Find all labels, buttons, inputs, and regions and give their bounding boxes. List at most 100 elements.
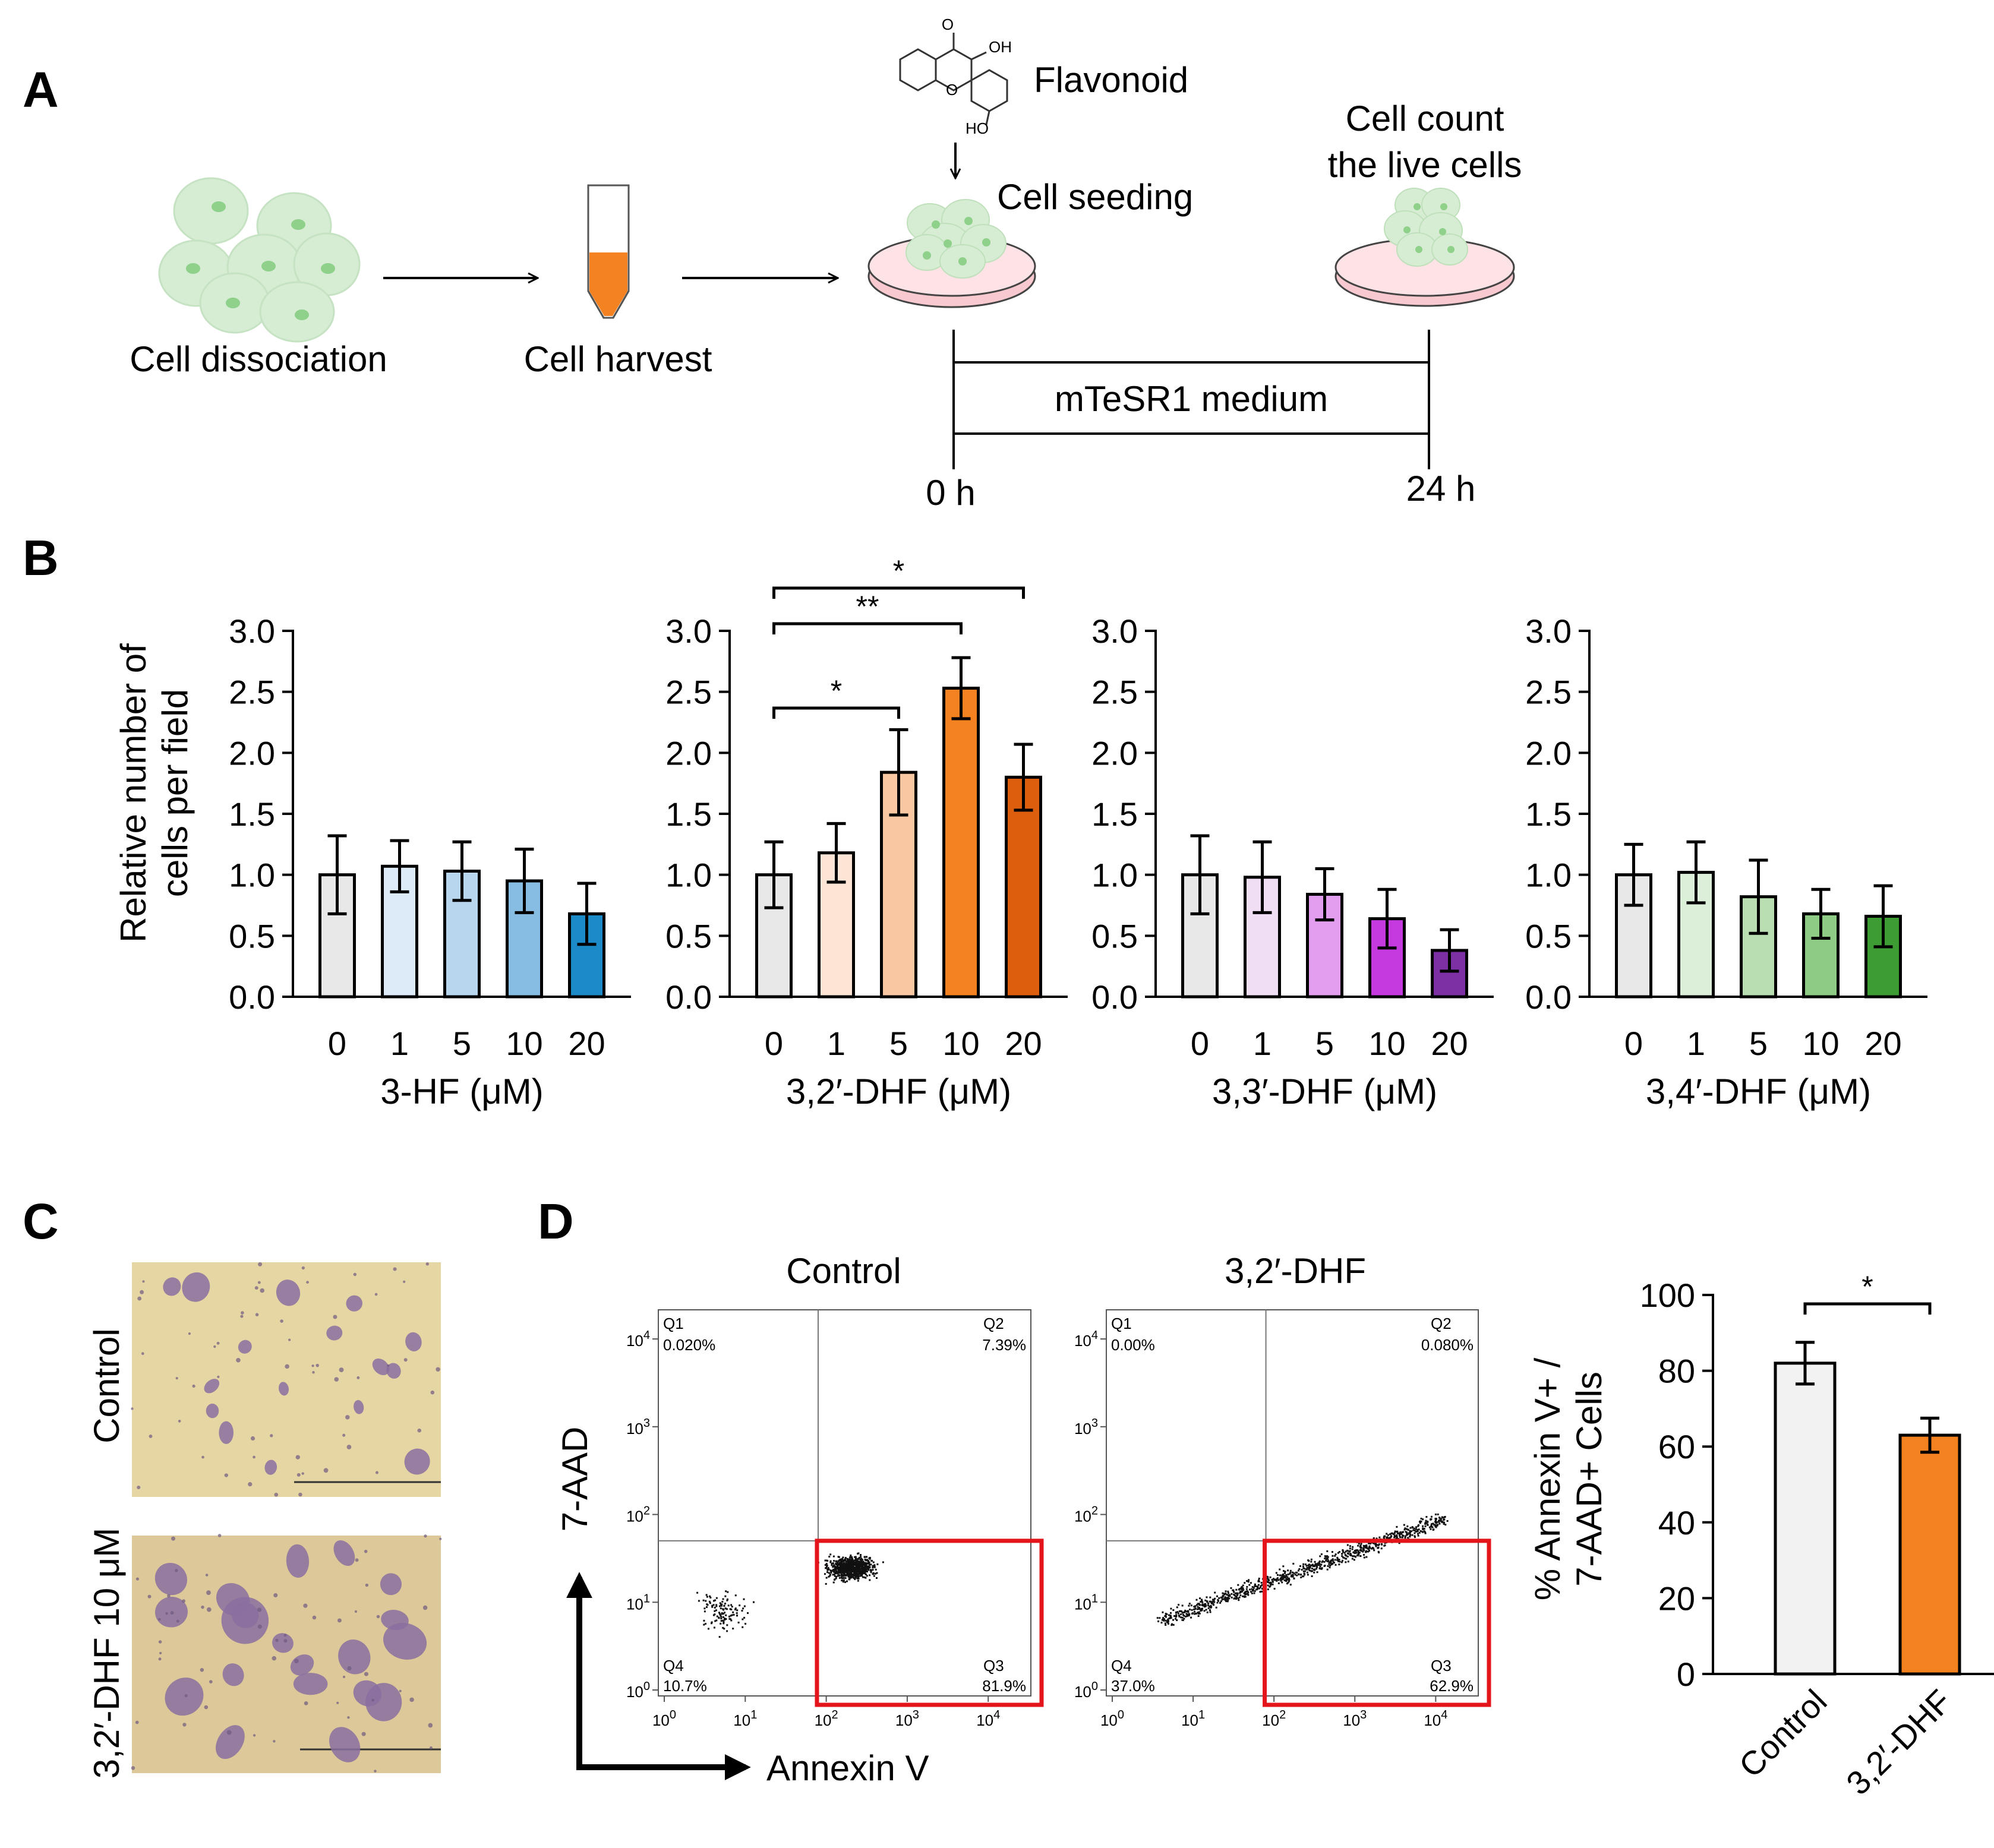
y-tick-label: 2.0: [229, 734, 275, 772]
event-dot: [840, 1570, 842, 1572]
event-dot: [1343, 1556, 1345, 1559]
debris-dot: [430, 1390, 435, 1395]
event-dot: [1355, 1552, 1358, 1554]
event-dot: [714, 1599, 717, 1601]
event-dot: [1325, 1558, 1327, 1560]
y-tick-label: 1.0: [665, 857, 712, 894]
event-dot: [702, 1599, 705, 1601]
event-dot: [1315, 1563, 1318, 1565]
event-dot: [845, 1561, 847, 1563]
colony-treated: [383, 1623, 427, 1660]
event-dot: [1299, 1565, 1301, 1567]
event-dot: [844, 1577, 847, 1580]
event-dot: [1168, 1614, 1170, 1616]
event-dot: [870, 1560, 873, 1562]
event-dot: [861, 1563, 863, 1565]
debris-dot: [312, 1371, 315, 1374]
event-dot: [1346, 1544, 1349, 1546]
event-dot: [1368, 1545, 1371, 1547]
event-dot: [869, 1558, 871, 1560]
event-dot: [838, 1577, 841, 1579]
event-dot: [711, 1606, 714, 1608]
event-dot: [718, 1605, 721, 1607]
event-dot: [865, 1571, 867, 1573]
c-control-label: Control: [87, 1328, 127, 1443]
event-dot: [1443, 1522, 1445, 1525]
event-dot: [1167, 1622, 1169, 1625]
event-dot: [1254, 1585, 1256, 1587]
event-dot: [1309, 1565, 1311, 1568]
d-ylabel-line-1: % Annexin V+ /: [1528, 1357, 1567, 1600]
event-dot: [1281, 1575, 1283, 1578]
event-dot: [730, 1619, 733, 1622]
event-dot: [1314, 1564, 1316, 1566]
y-tick-label: 0.5: [1091, 917, 1138, 955]
event-dot: [1378, 1543, 1380, 1546]
event-dot: [1422, 1518, 1424, 1521]
event-dot: [1268, 1579, 1270, 1581]
q3-label: Q3: [1431, 1657, 1452, 1675]
debris-dot: [424, 1534, 427, 1538]
event-dot: [1446, 1520, 1449, 1522]
event-dot: [706, 1603, 708, 1606]
event-dot: [826, 1569, 829, 1571]
event-dot: [1269, 1582, 1271, 1584]
debris-dot: [137, 1296, 142, 1301]
event-dot: [1406, 1532, 1408, 1534]
event-dot: [715, 1619, 718, 1622]
x-log-tick-label: 100: [1100, 1708, 1124, 1729]
event-dot: [1371, 1547, 1373, 1550]
x-tick-label: 20: [1864, 1025, 1901, 1062]
event-dot: [720, 1622, 722, 1625]
event-dot: [856, 1574, 859, 1577]
event-dot: [872, 1561, 875, 1563]
event-dot: [1369, 1547, 1371, 1549]
event-dot: [866, 1556, 868, 1558]
debris-dot: [140, 1290, 144, 1294]
colony-control: [346, 1295, 362, 1312]
debris-dot: [285, 1364, 289, 1369]
event-dot: [1242, 1589, 1245, 1591]
event-dot: [872, 1566, 874, 1569]
event-dot: [1161, 1619, 1163, 1621]
event-dot: [844, 1581, 847, 1583]
event-dot: [1311, 1575, 1313, 1577]
x-tick-label: 1: [1253, 1025, 1272, 1062]
event-dot: [835, 1562, 837, 1565]
event-dot: [1204, 1605, 1206, 1607]
event-dot: [1436, 1524, 1438, 1527]
cell-harvest-label: Cell harvest: [524, 339, 712, 379]
event-dot: [1193, 1613, 1195, 1615]
event-dot: [1306, 1566, 1308, 1569]
svg-text:O: O: [942, 15, 954, 33]
event-dot: [1300, 1576, 1302, 1578]
event-dot: [1355, 1550, 1357, 1553]
event-dot: [1188, 1603, 1191, 1605]
debris-dot: [298, 1492, 302, 1497]
debris-dot: [333, 1315, 337, 1319]
event-dot: [1403, 1528, 1406, 1531]
event-dot: [1418, 1528, 1420, 1531]
event-dot: [1440, 1520, 1442, 1522]
y-log-tick-label: 102: [1074, 1505, 1098, 1525]
event-dot: [1291, 1571, 1293, 1574]
event-dot: [832, 1562, 834, 1565]
event-dot: [872, 1569, 874, 1571]
event-dot: [1227, 1599, 1229, 1601]
x-tick-label: 1: [827, 1025, 845, 1062]
y-log-tick-label: 101: [1074, 1592, 1098, 1613]
event-dot: [1172, 1623, 1175, 1626]
event-dot: [1321, 1567, 1323, 1569]
event-dot: [1260, 1590, 1263, 1593]
event-dot: [843, 1575, 845, 1577]
event-dot: [1282, 1575, 1284, 1578]
event-dot: [1187, 1610, 1189, 1612]
event-dot: [1405, 1531, 1407, 1533]
b-ylabel-line-1: Relative number of: [113, 643, 153, 943]
event-dot: [1318, 1563, 1321, 1565]
event-dot: [1409, 1536, 1411, 1538]
event-dot: [1373, 1537, 1375, 1539]
event-dot: [1363, 1556, 1365, 1559]
colony-treated: [381, 1610, 409, 1631]
event-dot: [1359, 1544, 1362, 1547]
